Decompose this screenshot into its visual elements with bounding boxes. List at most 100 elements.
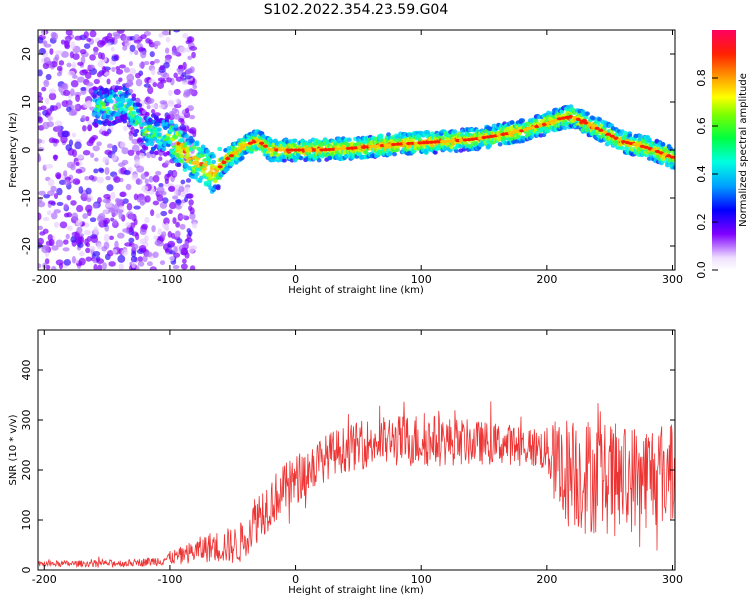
- heatmap-cell: [184, 240, 190, 249]
- heatmap-peak: [360, 145, 367, 149]
- heatmap-peak: [394, 142, 400, 146]
- heatmap-peak: [654, 149, 661, 154]
- heatmap-cell: [93, 86, 99, 92]
- heatmap-cell: [189, 212, 196, 220]
- heatmap-peak: [217, 165, 223, 169]
- spectrogram-y-tick-label: 10: [20, 95, 33, 109]
- heatmap-cell: [175, 76, 183, 82]
- heatmap-cell: [74, 141, 82, 150]
- heatmap-cell: [93, 168, 99, 174]
- heatmap-cell: [180, 179, 186, 185]
- heatmap-cell: [88, 174, 95, 181]
- heatmap-cell: [134, 128, 140, 134]
- heatmap-cell: [48, 92, 57, 101]
- colorbar-tick-label: 0.4: [695, 165, 708, 183]
- heatmap-cell: [149, 60, 155, 66]
- heatmap-cell: [112, 144, 118, 153]
- snr-y-tick-label: 0: [20, 567, 33, 574]
- heatmap-cell: [58, 60, 65, 66]
- heatmap-cell: [194, 160, 200, 166]
- heatmap-cell: [140, 34, 147, 40]
- heatmap-cell: [200, 144, 206, 149]
- heatmap-cell: [138, 245, 147, 252]
- colorbar-tick-label: 0.8: [695, 69, 708, 87]
- heatmap-cell: [178, 130, 183, 135]
- heatmap-peak: [270, 148, 276, 152]
- heatmap-cell: [103, 209, 109, 214]
- heatmap-cell: [96, 258, 105, 264]
- heatmap-cell: [224, 166, 230, 172]
- heatmap-cell: [187, 80, 195, 86]
- heatmap-cell: [54, 120, 63, 127]
- heatmap-cell: [425, 130, 431, 135]
- heatmap-cell: [187, 55, 193, 60]
- heatmap-cell: [133, 39, 141, 44]
- heatmap-cell: [69, 88, 75, 97]
- heatmap-cell: [185, 178, 192, 183]
- heatmap-cell: [96, 141, 102, 147]
- heatmap-cell: [161, 231, 167, 238]
- heatmap-cell: [123, 169, 131, 175]
- heatmap-peak: [330, 147, 336, 151]
- heatmap-cell: [185, 107, 190, 114]
- heatmap-cell: [105, 42, 112, 47]
- heatmap-cell: [134, 159, 141, 166]
- heatmap-cell: [80, 114, 87, 122]
- heatmap-cell: [180, 263, 188, 270]
- heatmap-cell: [117, 232, 125, 239]
- heatmap-cell: [116, 30, 125, 34]
- heatmap-cell: [108, 36, 115, 43]
- heatmap-cell: [119, 64, 126, 69]
- heatmap-cell: [184, 134, 189, 139]
- heatmap-peak: [225, 157, 231, 161]
- heatmap-cell: [156, 186, 165, 194]
- heatmap-peak: [545, 121, 551, 125]
- heatmap-cell: [179, 214, 187, 219]
- heatmap-cell: [45, 164, 54, 169]
- heatmap-cell: [185, 186, 191, 193]
- heatmap-cell: [188, 205, 193, 211]
- heatmap-cell: [93, 51, 99, 56]
- heatmap-peak: [443, 139, 449, 143]
- heatmap-peak: [451, 139, 457, 143]
- heatmap-cell: [85, 204, 93, 213]
- heatmap-cell: [173, 252, 181, 258]
- heatmap-peak: [315, 148, 321, 152]
- heatmap-cell: [123, 93, 129, 99]
- heatmap-cell: [141, 121, 147, 127]
- heatmap-peak: [586, 123, 593, 127]
- heatmap-cell: [97, 60, 104, 68]
- heatmap-cell: [114, 111, 120, 117]
- heatmap-peak: [658, 151, 664, 155]
- heatmap-cell: [62, 239, 69, 245]
- heatmap-cell: [137, 261, 145, 267]
- snr-y-label: SNR (10 * v/v): [8, 414, 19, 485]
- heatmap-cell: [85, 241, 90, 248]
- heatmap-cell: [177, 64, 184, 70]
- heatmap-cell: [158, 103, 165, 109]
- spectrogram-x-label: Height of straight line (km): [288, 285, 424, 296]
- heatmap-cell: [86, 100, 93, 108]
- heatmap-cell: [122, 119, 128, 124]
- heatmap-cell: [186, 89, 195, 95]
- heatmap-cell: [152, 82, 158, 88]
- heatmap-cell: [96, 112, 102, 117]
- heatmap-cell: [102, 198, 110, 204]
- heatmap-cell: [316, 158, 322, 163]
- snr-x-tick-label: 100: [411, 573, 432, 586]
- heatmap-cell: [85, 247, 91, 254]
- heatmap-cell: [215, 184, 221, 189]
- heatmap-cell: [346, 137, 352, 142]
- heatmap-cell: [202, 166, 208, 171]
- heatmap-cell: [93, 226, 99, 235]
- heatmap-cell: [62, 89, 71, 97]
- heatmap-cell: [432, 150, 438, 155]
- heatmap-cell: [72, 53, 80, 60]
- heatmap-cell: [87, 124, 93, 132]
- heatmap-cell: [167, 101, 175, 107]
- spectrogram-y-label: Frequency (Hz): [8, 112, 19, 188]
- heatmap-cell: [158, 182, 164, 188]
- heatmap-cell: [175, 98, 181, 104]
- heatmap-cell: [120, 98, 126, 104]
